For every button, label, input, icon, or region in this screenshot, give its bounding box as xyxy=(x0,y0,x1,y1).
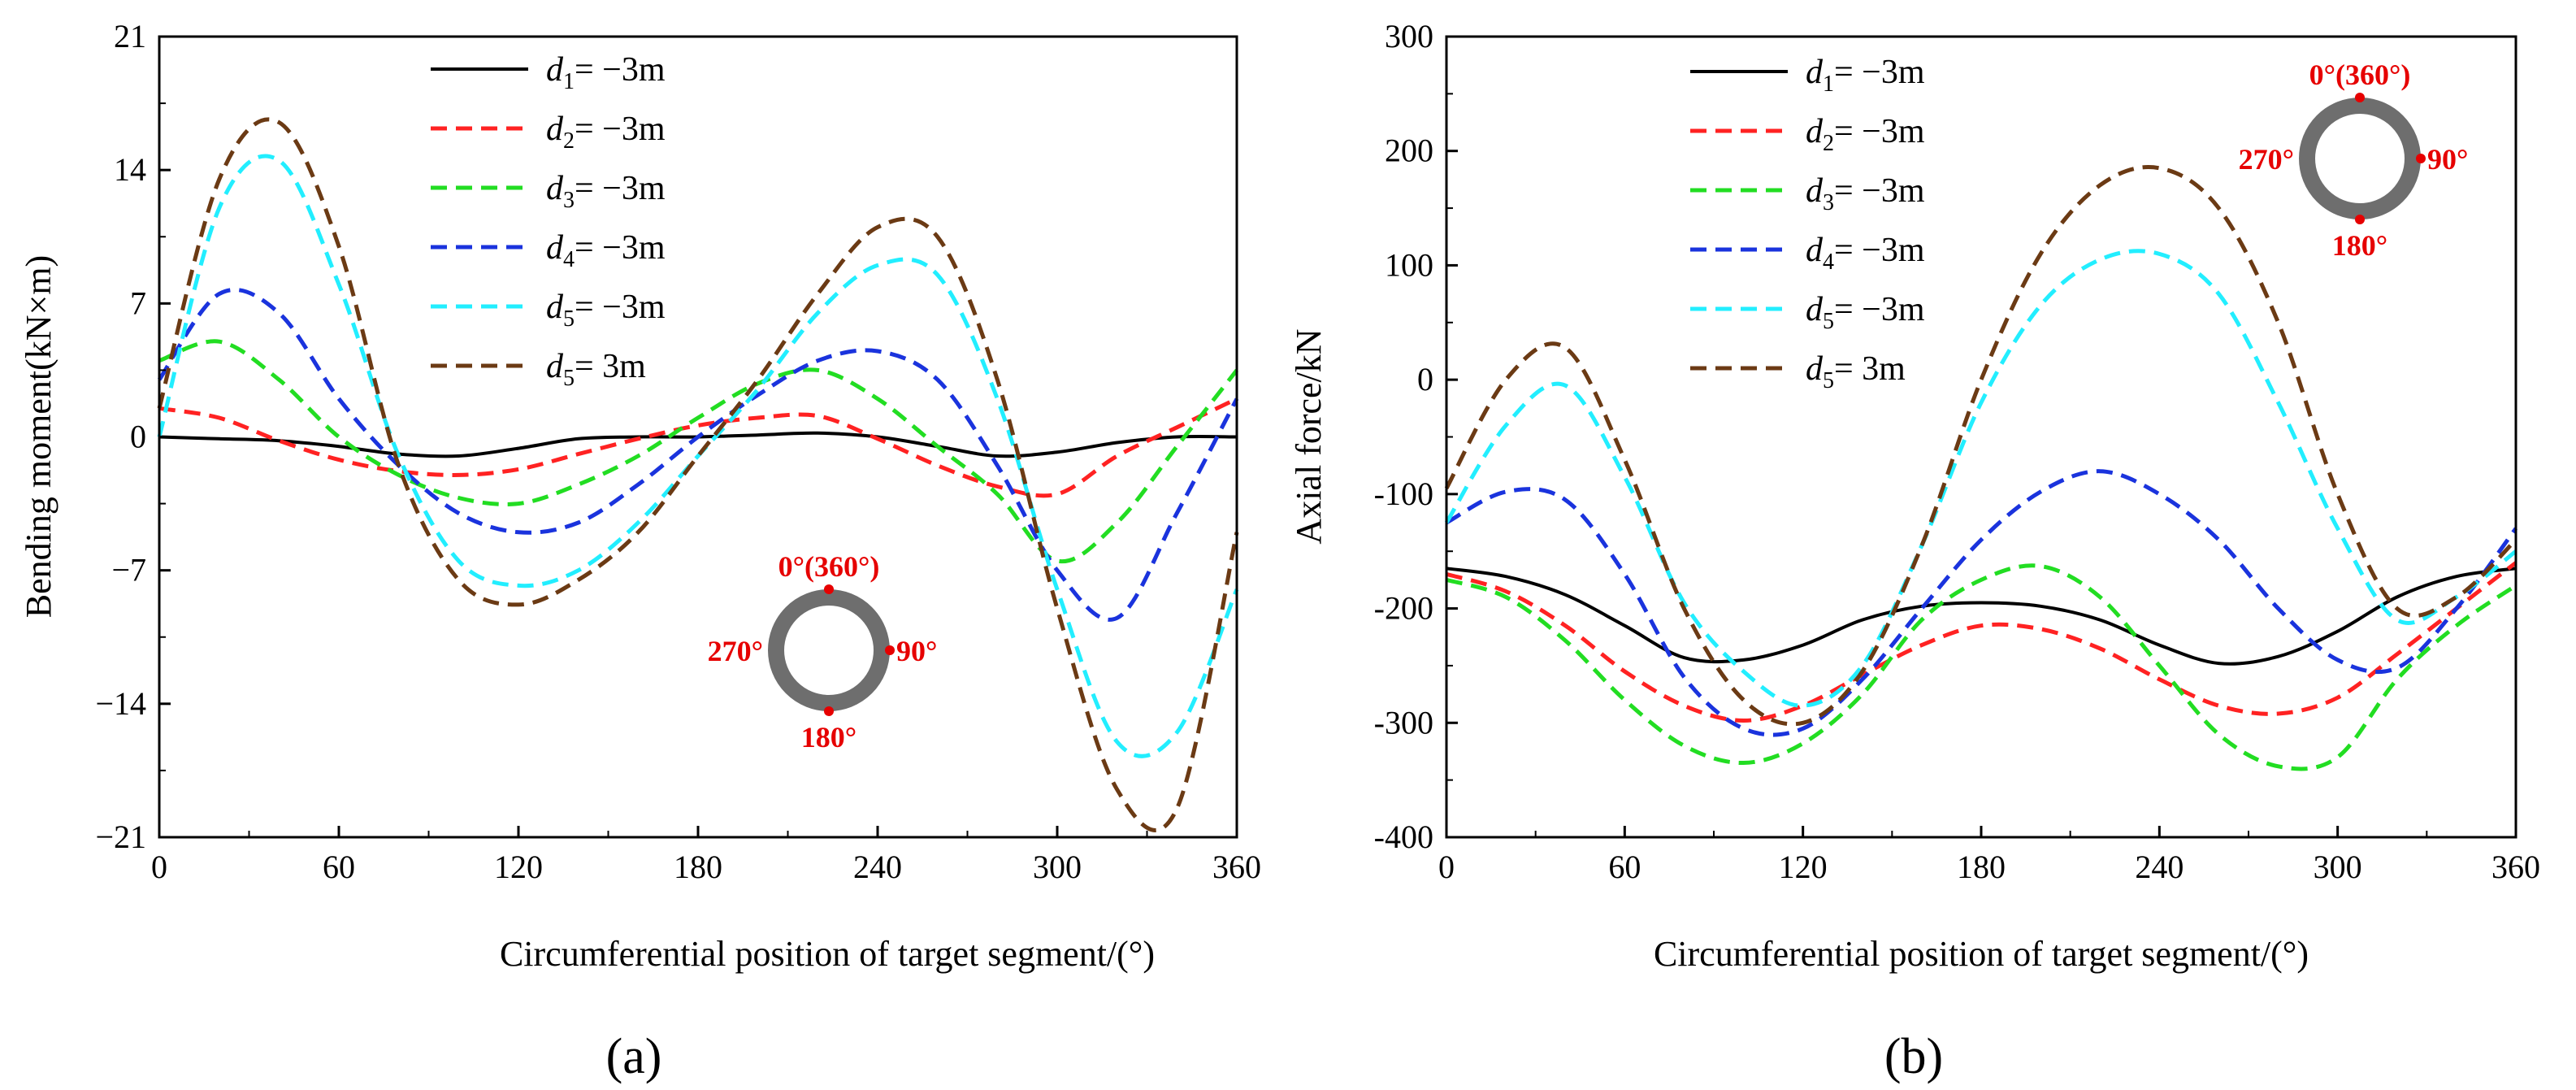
panel-b-y-tick-label: 100 xyxy=(1385,246,1433,283)
panel-b-y-tick-label: -400 xyxy=(1374,819,1433,855)
panel-b-ring-marker xyxy=(2416,154,2426,163)
panel-a-ring-marker xyxy=(885,645,895,655)
panel-a-ring-label-bottom: 180° xyxy=(801,721,856,753)
panel-b-series-line-1 xyxy=(1446,567,2517,666)
panel-b-y-tick-label: 0 xyxy=(1417,361,1433,397)
panel-b-ring-inset: 0°(360°) 90° 180° 270° xyxy=(2239,59,2469,262)
panel-a-ring-inset: 0°(360°) 90° 180° 270° xyxy=(708,550,938,753)
panel-b-y-tick-label: 200 xyxy=(1385,132,1433,169)
panel-a-y-tick-label: 21 xyxy=(114,18,146,54)
panel-a-chart: 0 60 120 180 240 300 360 −21 −14 −7 0 7 14 21 Circumf… xyxy=(19,18,1261,1084)
panel-b-chart: 0 60 120 180 240 300 360 -400 -300 -200 -100 0 100 20… xyxy=(1289,18,2540,1084)
panel-a-y-axis-title: Bending moment(kN×m) xyxy=(19,255,59,618)
panel-b-legend-label-4: d4= −3m xyxy=(1806,232,1925,275)
panel-b-ring-label-bottom: 180° xyxy=(2332,229,2387,262)
panel-a-x-tick-label: 360 xyxy=(1212,849,1261,885)
panel-a-ring-label-left: 270° xyxy=(708,635,763,667)
panel-a-label: (a) xyxy=(606,1029,662,1084)
panel-a-ticks: 0 60 120 180 240 300 360 −21 −14 −7 0 7 14 21 xyxy=(95,18,1261,885)
panel-b-ring-label-right: 90° xyxy=(2427,143,2468,176)
panel-a-x-tick-label: 0 xyxy=(151,849,167,885)
panel-a-legend-label-1: d1= −3m xyxy=(546,51,666,94)
panel-b-y-tick-label: -100 xyxy=(1374,476,1433,512)
panel-b-series-line-5 xyxy=(1444,249,2517,708)
panel-b-ticks: 0 60 120 180 240 300 360 -400 -300 -200 -100 0 100 20… xyxy=(1374,18,2540,885)
panel-b-series-line-6 xyxy=(1444,165,2517,727)
panel-b-y-tick-label: -300 xyxy=(1374,704,1433,740)
panel-a-y-tick-label: −7 xyxy=(111,552,146,588)
panel-a-series-line-6 xyxy=(157,117,1239,832)
panel-b-y-tick-label: 300 xyxy=(1385,18,1433,54)
panel-a-series-line-3 xyxy=(158,339,1238,564)
panel-b-x-axis-title: Circumferential position of target segme… xyxy=(1654,934,2309,974)
panel-b-legend-label-6: d5= 3m xyxy=(1806,350,1906,393)
panel-b-series-group xyxy=(1444,165,2518,771)
panel-b-legend-label-5: d5= −3m xyxy=(1806,291,1925,334)
panel-a-legend-label-3: d3= −3m xyxy=(546,170,666,213)
panel-b-x-tick-label: 0 xyxy=(1438,849,1455,885)
panel-a-series-group xyxy=(157,117,1239,832)
panel-b-legend: d1= −3m d2= −3m d3= −3m d4= −3m d5= −3m d5= 3… xyxy=(1690,54,1925,393)
panel-a-series-line-2 xyxy=(158,397,1238,498)
panel-a-y-tick-label: 7 xyxy=(130,284,146,321)
panel-a-legend-label-6: d5= 3m xyxy=(546,348,646,391)
panel-a-legend-label-5: d5= −3m xyxy=(546,289,666,332)
panel-a-y-tick-label: −14 xyxy=(95,685,146,722)
panel-a-x-tick-label: 120 xyxy=(494,849,543,885)
panel-b-legend-label-1: d1= −3m xyxy=(1806,54,1925,97)
panel-b-series-line-3 xyxy=(1446,563,2517,771)
panel-b-x-tick-label: 120 xyxy=(1779,849,1828,885)
panel-a-ring-marker xyxy=(824,706,834,716)
panel-a-y-tick-label: −21 xyxy=(95,819,146,855)
panel-b-x-tick-label: 60 xyxy=(1608,849,1641,885)
panel-a-ring-label-top: 0°(360°) xyxy=(778,550,880,583)
panel-b-y-axis-title: Axial force/kN xyxy=(1289,328,1329,544)
panel-a-x-tick-label: 60 xyxy=(323,849,355,885)
panel-b-label: (b) xyxy=(1884,1029,1943,1084)
panel-b-legend-label-2: d2= −3m xyxy=(1806,113,1925,156)
panel-b-ring-marker xyxy=(2355,93,2365,102)
panel-a-x-axis-title: Circumferential position of target segme… xyxy=(500,934,1155,974)
panel-b-legend-label-3: d3= −3m xyxy=(1806,172,1925,215)
panel-a-legend: d1= −3m d2= −3m d3= −3m d4= −3m d5= −3m d5= 3… xyxy=(431,51,666,391)
panel-a-ring-marker xyxy=(824,584,834,594)
panel-a-x-tick-label: 240 xyxy=(853,849,902,885)
panel-a-ring-label-right: 90° xyxy=(896,635,937,667)
panel-a-ring xyxy=(768,589,890,711)
panel-b-y-tick-label: -200 xyxy=(1374,590,1433,627)
panel-b-ring-label-top: 0°(360°) xyxy=(2309,59,2411,91)
panel-a-y-tick-label: 0 xyxy=(130,419,146,455)
panel-a-series-line-5 xyxy=(157,154,1239,758)
panel-b-x-tick-label: 360 xyxy=(2491,849,2540,885)
panel-b-ring-marker xyxy=(2355,215,2365,224)
panel-a-x-tick-label: 180 xyxy=(674,849,722,885)
panel-a-legend-label-2: d2= −3m xyxy=(546,111,666,154)
panel-b-ring-label-left: 270° xyxy=(2239,143,2294,176)
panel-b-x-tick-label: 180 xyxy=(1957,849,2006,885)
panel-a-y-tick-label: 14 xyxy=(114,151,146,188)
panel-a-x-tick-label: 300 xyxy=(1033,849,1082,885)
panel-b-series-line-4 xyxy=(1445,469,2518,737)
panel-b-x-tick-label: 240 xyxy=(2135,849,2184,885)
panel-b-ring xyxy=(2299,98,2421,219)
panel-a-legend-label-4: d4= −3m xyxy=(546,229,666,272)
panel-b-series-line-2 xyxy=(1446,561,2517,723)
panel-a-series-line-4 xyxy=(157,288,1239,622)
panel-b-x-tick-label: 300 xyxy=(2314,849,2362,885)
